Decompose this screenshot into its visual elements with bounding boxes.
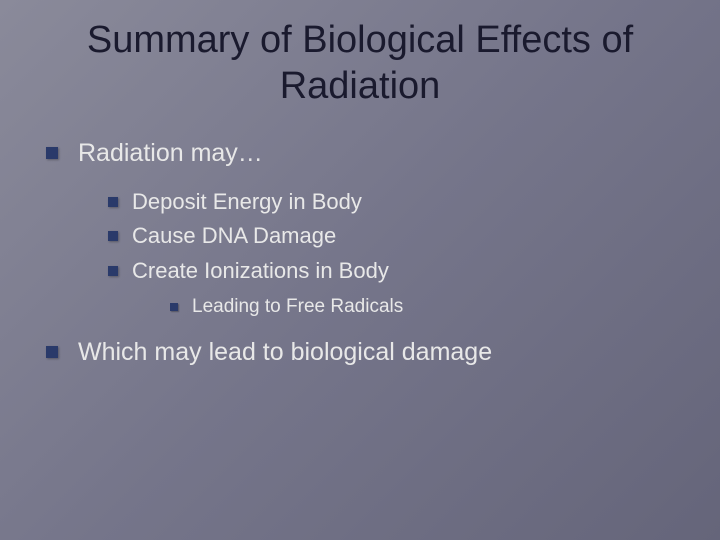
bullet-level1: Radiation may… [46, 137, 692, 170]
bullet-level2: Cause DNA Damage [108, 222, 692, 251]
square-bullet-icon [108, 266, 118, 276]
bullet-text: Radiation may… [78, 137, 263, 170]
bullet-text: Deposit Energy in Body [132, 188, 362, 217]
slide-title: Summary of Biological Effects of Radiati… [28, 18, 692, 109]
bullet-text: Leading to Free Radicals [192, 295, 403, 320]
bullet-level3: Leading to Free Radicals [170, 295, 692, 320]
square-bullet-icon [108, 197, 118, 207]
bullet-level1: Which may lead to biological damage [46, 336, 692, 369]
slide-container: Summary of Biological Effects of Radiati… [0, 0, 720, 540]
bullet-level2: Create Ionizations in Body [108, 257, 692, 286]
square-bullet-icon [170, 303, 178, 311]
bullet-text: Create Ionizations in Body [132, 257, 389, 286]
bullet-text: Cause DNA Damage [132, 222, 336, 251]
square-bullet-icon [108, 231, 118, 241]
square-bullet-icon [46, 346, 58, 358]
square-bullet-icon [46, 147, 58, 159]
bullet-text: Which may lead to biological damage [78, 336, 492, 369]
bullet-level2: Deposit Energy in Body [108, 188, 692, 217]
